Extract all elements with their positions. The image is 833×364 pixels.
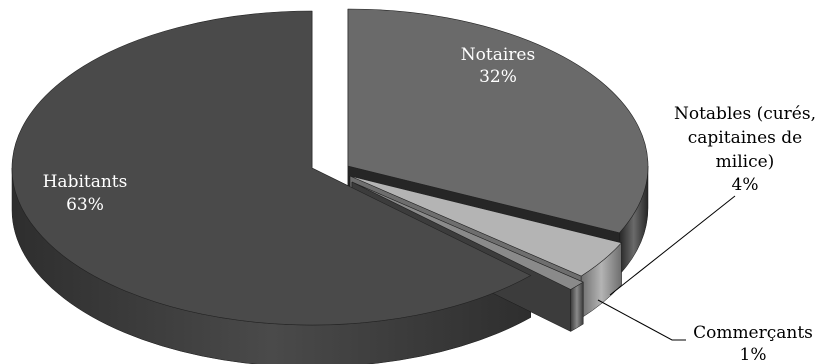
- slice-label-notables-value: 4%: [732, 175, 759, 195]
- slice-label-notables-name-line2: capitaines de: [688, 128, 802, 148]
- slice-notaires: [347, 8, 649, 234]
- slice-habitants: [11, 10, 532, 326]
- slice-commercants: [351, 181, 584, 290]
- slice-label-habitants-name: Habitants: [43, 172, 128, 192]
- slice-outer-wall-commercants: [570, 281, 584, 332]
- pie-top-faces: [11, 8, 649, 326]
- slice-label-commercants-name: Commerçants: [693, 323, 813, 343]
- leader-line-commercants: [597, 299, 686, 341]
- leader-line-notables: [609, 195, 736, 296]
- leader-lines: [597, 195, 736, 341]
- slice-label-notables-name-line3: milice): [716, 152, 775, 172]
- slice-label-notaires-value: 32%: [479, 67, 517, 87]
- slice-label-notaires-name: Notaires: [461, 45, 535, 65]
- slice-notables: [349, 175, 623, 277]
- slice-label-commercants-value: 1%: [740, 345, 767, 364]
- slice-label-habitants-value: 63%: [66, 195, 104, 215]
- slice-label-notables-name-line1: Notables (curés,: [674, 104, 816, 124]
